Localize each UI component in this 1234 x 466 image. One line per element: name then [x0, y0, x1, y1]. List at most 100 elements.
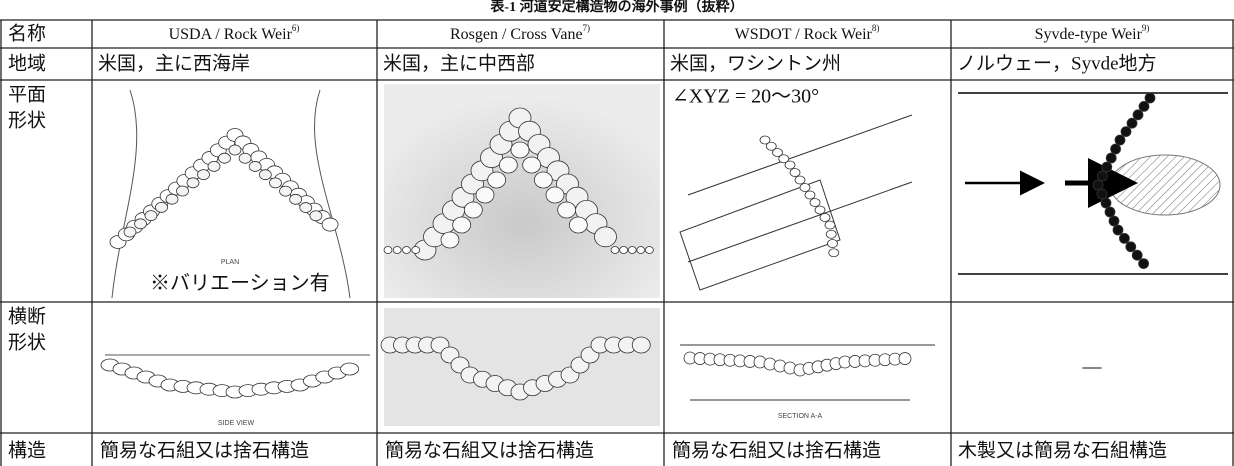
- stone: [568, 216, 588, 234]
- stone: [1119, 232, 1130, 244]
- stone: [1138, 258, 1149, 270]
- stone: [299, 202, 313, 213]
- stone: [799, 183, 811, 192]
- stone: [186, 177, 200, 189]
- stone: [819, 213, 831, 222]
- reference: 8): [872, 23, 880, 33]
- stone: [619, 246, 628, 254]
- note: ∠XYZ = 20〜30°: [672, 86, 819, 108]
- cell-text: 米国，主に中西部: [383, 52, 535, 74]
- cell-text: 木製又は簡易な石組構造: [958, 439, 1167, 461]
- stone: [176, 185, 189, 197]
- stone: [825, 229, 837, 239]
- stone: [1126, 117, 1138, 129]
- stone: [1105, 152, 1117, 164]
- outline: [679, 179, 841, 291]
- cell-text: ノルウェー，Syvde地方: [957, 52, 1157, 74]
- bank-line: [687, 181, 913, 263]
- stone: [402, 246, 411, 254]
- stone: [631, 336, 651, 354]
- bank-line: [687, 114, 913, 196]
- stone: [340, 362, 360, 376]
- caption: 表-1 河道安定構造物の海外事例（抜粋）: [489, 0, 743, 15]
- stone: [1144, 92, 1156, 104]
- stone: [636, 246, 646, 254]
- stone: [123, 226, 137, 238]
- row-label: 名称: [8, 22, 46, 44]
- column-name: WSDOT / Rock Weir: [735, 26, 873, 43]
- reference: 6): [292, 23, 300, 33]
- row-label: 地域: [8, 52, 46, 74]
- stone: [1110, 143, 1121, 155]
- stone: [498, 156, 518, 174]
- cell-text: 米国，主に西海岸: [98, 52, 250, 74]
- cell-text: 簡易な石組又は捨石構造: [100, 439, 309, 461]
- column-header: Syvde-type Weir9): [1035, 23, 1150, 43]
- cell-text: 簡易な石組又は捨石構造: [385, 439, 594, 461]
- stone: [827, 239, 838, 248]
- cell-text: 簡易な石組又は捨石構造: [672, 439, 881, 461]
- stone: [789, 168, 801, 177]
- stone: [627, 246, 637, 254]
- row-label: 形状: [8, 109, 46, 131]
- stone: [279, 185, 292, 197]
- stone: [165, 193, 179, 205]
- stone: [269, 177, 282, 189]
- stone: [218, 152, 231, 164]
- plan-sketches: [109, 84, 1228, 299]
- stone: [828, 248, 840, 258]
- stone: [1125, 241, 1137, 253]
- column-name: Syvde-type Weir: [1035, 26, 1143, 43]
- stone: [207, 160, 221, 172]
- stone: [1097, 170, 1108, 182]
- stone: [155, 201, 168, 213]
- stone: [778, 154, 790, 164]
- stone: [533, 171, 553, 189]
- row-label: 平面: [8, 84, 46, 105]
- stone: [1114, 134, 1126, 146]
- stone: [463, 201, 483, 219]
- figure-label: PLAN: [221, 259, 239, 266]
- stone: [1104, 206, 1116, 218]
- row-label: 形状: [8, 331, 46, 353]
- reference: 9): [1142, 23, 1150, 33]
- figure-label: SECTION A-A: [778, 413, 823, 420]
- stone: [228, 144, 242, 156]
- stone: [134, 218, 147, 230]
- stone: [804, 190, 816, 200]
- stone: [392, 246, 402, 254]
- stone: [1100, 197, 1112, 209]
- table-grid: [0, 19, 1234, 466]
- stone: [1096, 188, 1108, 200]
- sketch-background: [384, 308, 660, 426]
- stone: [1138, 101, 1150, 112]
- stone: [309, 210, 323, 222]
- stone: [383, 246, 393, 254]
- stone: [545, 186, 565, 204]
- stone: [258, 169, 272, 181]
- stone: [1132, 109, 1144, 121]
- stone: [197, 169, 210, 181]
- row-label: 横断: [8, 305, 46, 327]
- cell-text: 米国，ワシントン州: [670, 52, 841, 74]
- stone: [248, 161, 262, 172]
- stone: [784, 160, 796, 170]
- stone: [759, 135, 771, 145]
- stone: [594, 226, 617, 248]
- stone: [1120, 126, 1132, 138]
- column-name: USDA / Rock Weir: [169, 26, 293, 43]
- figure-label: SIDE VIEW: [218, 420, 255, 427]
- stone: [1108, 215, 1120, 227]
- column-header: USDA / Rock Weir6): [169, 23, 300, 43]
- stone: [440, 231, 460, 249]
- note: ※バリエーション有: [150, 272, 330, 295]
- stone: [765, 141, 777, 151]
- column-name: Rosgen / Cross Vane: [450, 26, 583, 43]
- stone: [475, 186, 495, 204]
- column-header: WSDOT / Rock Weir8): [735, 23, 880, 43]
- stone: [487, 171, 507, 189]
- stone: [610, 246, 620, 254]
- cell-text: —: [1082, 356, 1103, 377]
